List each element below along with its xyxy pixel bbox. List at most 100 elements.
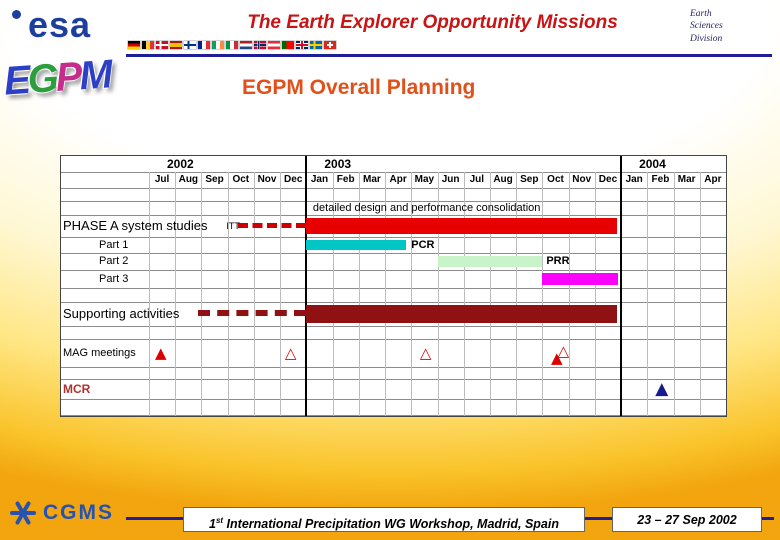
gantt-bar-dashed-supporting: [197, 310, 307, 316]
flag-finland-icon: [184, 41, 196, 49]
flag-portugal-icon: [282, 41, 294, 49]
annotation-note: detailed design and performance consolid…: [312, 202, 541, 214]
gridline-vertical: [149, 172, 150, 416]
flag-sweden-icon: [310, 41, 322, 49]
row-label-mcr: MCR: [63, 382, 91, 396]
gridline-vertical: [385, 172, 387, 416]
gantt-chart: 2002 2003 2004 Jul Aug Sep Oct Nov Dec Jan Feb Mar A…: [60, 155, 727, 417]
cgms-logo: CGMS: [10, 500, 114, 526]
division-line: Earth: [690, 9, 712, 19]
month-label: Dec: [284, 174, 303, 185]
flag-spain-icon: [170, 41, 182, 49]
month-label: Aug: [493, 174, 513, 185]
month-label: Jan: [625, 174, 643, 185]
slide-title: The Earth Explorer Opportunity Missions: [247, 12, 618, 33]
gridline-vertical: [542, 172, 544, 416]
gridline-vertical: [673, 172, 675, 416]
gridline-horizontal: [61, 288, 726, 289]
flag-uk-icon: [296, 41, 308, 49]
flag-austria-icon: [268, 41, 280, 49]
gantt-bar-part3: [542, 273, 619, 285]
month-label: Mar: [363, 174, 381, 185]
gridline-vertical: [280, 172, 282, 416]
month-label: Oct: [547, 174, 564, 185]
row-label-part1: Part 1: [99, 239, 129, 251]
year-label: 2002: [167, 157, 194, 171]
month-label: Jul: [154, 174, 170, 185]
row-label-part2: Part 2: [99, 255, 129, 267]
bar-label-prr: PRR: [546, 255, 570, 267]
egpm-logo-letter: M: [77, 52, 112, 99]
gridline-horizontal: [61, 415, 726, 416]
gridline-horizontal: [61, 379, 726, 380]
gantt-bar-phase-a: [306, 218, 618, 234]
gridline-vertical: [437, 172, 439, 416]
gridline-horizontal: [61, 215, 726, 216]
cgms-symbol-icon: [10, 500, 36, 526]
month-label: Aug: [178, 174, 199, 185]
workshop-text: International Precipitation WG Workshop,…: [223, 517, 559, 532]
gantt-bar-part2: [437, 256, 543, 267]
row-label-mag: MAG meetings: [63, 347, 136, 359]
milestone-marker: △: [419, 344, 432, 362]
gridline-vertical: [201, 172, 203, 416]
flag-france-icon: [198, 41, 210, 49]
flag-germany-icon: [128, 41, 140, 49]
flag-norway-icon: [254, 41, 266, 49]
egpm-logo-letter: G: [26, 56, 58, 102]
gridline-horizontal: [61, 237, 726, 238]
page-heading: EGPM Overall Planning: [242, 76, 476, 99]
month-label: Sep: [520, 174, 539, 185]
gridline-horizontal: [61, 270, 726, 271]
egpm-logo: EGPM: [3, 52, 112, 104]
month-label: Apr: [389, 174, 407, 185]
milestone-marker: △: [284, 344, 297, 362]
gantt-bar-supporting: [306, 305, 618, 323]
gridline-horizontal: [61, 339, 726, 340]
flags-row: [128, 41, 336, 49]
gridline-vertical: [411, 172, 413, 416]
year-label: 2004: [639, 157, 666, 171]
flag-ireland-icon: [212, 41, 224, 49]
gridline-vertical: [463, 172, 465, 416]
gridline-vertical: [253, 172, 255, 416]
month-label: Sep: [205, 174, 224, 185]
flag-denmark-icon: [156, 41, 168, 49]
month-label: Oct: [232, 174, 250, 185]
gridline-vertical: [647, 172, 649, 416]
division-label: Earth Sciences Division: [690, 8, 723, 45]
month-label: Nov: [257, 174, 277, 185]
gridline-vertical: [489, 172, 491, 416]
milestone-marker: ▲: [155, 344, 167, 362]
division-line: Division: [690, 33, 723, 44]
month-label: Apr: [704, 174, 722, 185]
flag-belgium-icon: [142, 41, 154, 49]
header-rule: [126, 54, 772, 57]
flag-italy-icon: [226, 41, 238, 49]
row-label-part3: Part 3: [99, 273, 129, 285]
gridline-vertical: [568, 172, 570, 416]
gridline-vertical: [516, 172, 518, 416]
gantt-bar-dashed-phase-a: [238, 222, 307, 228]
gridline-horizontal: [61, 302, 726, 303]
month-label: May: [414, 174, 435, 185]
year-label: 2003: [324, 157, 352, 171]
row-label-supporting: Supporting activities: [63, 306, 180, 321]
gridline-horizontal: [61, 399, 726, 400]
milestone-marker: △: [557, 342, 570, 360]
gridline-horizontal: [61, 188, 726, 189]
flag-switzerland-icon: [324, 41, 336, 49]
gridline-vertical: [227, 172, 229, 416]
month-label: Mar: [677, 174, 696, 185]
bar-label-pcr: PCR: [411, 239, 435, 251]
gridline-horizontal: [61, 253, 726, 254]
egpm-logo-letter: P: [54, 54, 81, 101]
workshop-number: 1: [209, 517, 216, 532]
gridline-vertical: [358, 172, 360, 416]
gridline-vertical: [332, 172, 334, 416]
gridline-vertical: [175, 172, 177, 416]
month-label: Dec: [598, 174, 618, 185]
month-label: Nov: [572, 174, 592, 185]
year-divider: [620, 156, 623, 416]
